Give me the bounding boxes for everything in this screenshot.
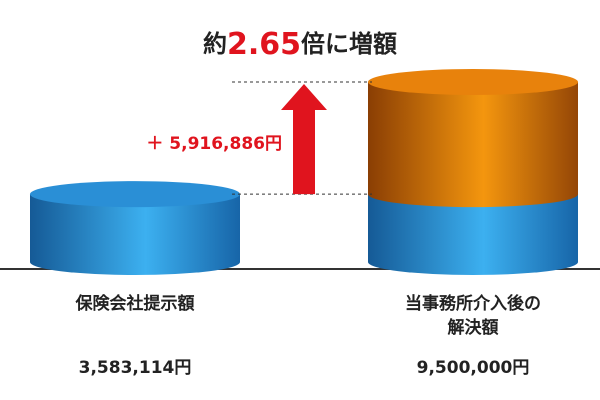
segment-top [368,69,578,95]
increase-label: ＋ 5,916,886円 [146,134,282,154]
segment-body [368,82,578,195]
cylinder-segment [30,181,240,275]
total-label: 9,500,000円 [416,358,530,378]
total-label: 3,583,114円 [78,358,192,378]
chart-title: 約2.65倍に増額 [203,27,397,62]
cylinder-segment [368,69,578,208]
category-label: 保険会社提示額 [75,294,195,314]
title-prefix: 約 [203,30,227,58]
increase-arrow [281,84,327,195]
category-label: 当事務所介入後の解決額 [405,294,541,338]
title-suffix: 倍に増額 [301,30,397,58]
segment-top [30,181,240,208]
title-number: 2.65 [227,27,301,62]
